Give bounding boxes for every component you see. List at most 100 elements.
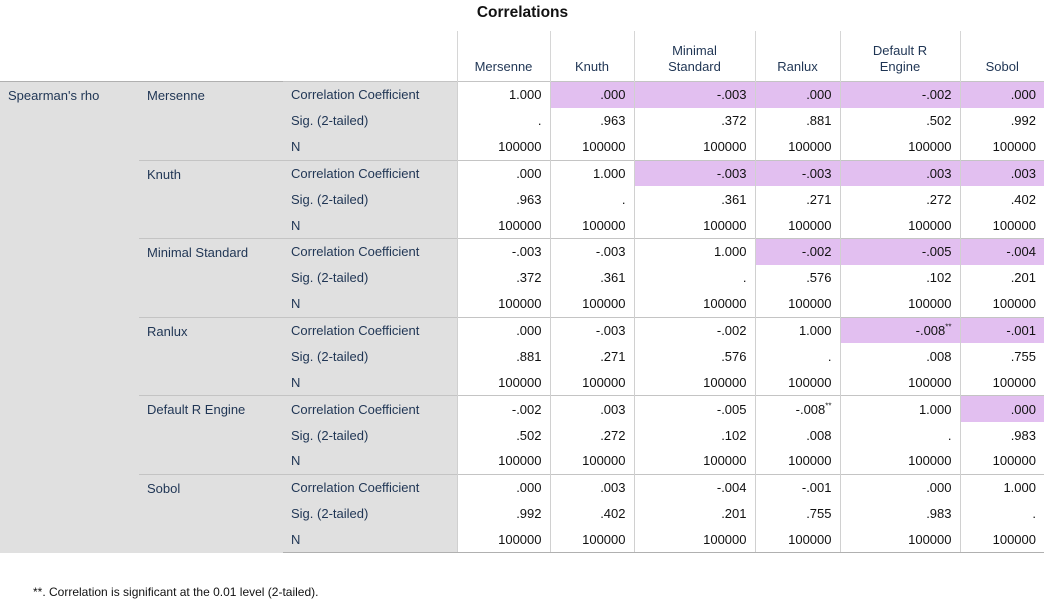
cell-value: .000 [516,480,542,496]
table-cell: .963 [549,107,634,134]
table-cell: .000 [959,395,1044,422]
table-cell: .000 [456,316,550,344]
table-row: Sig. (2-tailed) .881.271.576. .008.755 [0,343,1044,370]
table-cell: 100000 [549,526,634,554]
statistic-label: N [283,369,457,396]
statistic-label: N [283,526,457,554]
table-cell: .271 [549,343,634,370]
table-cell: 100000 [754,133,840,161]
statistic-label: Correlation Coefficient [283,316,457,344]
table-cell: 1.000 [549,159,634,187]
table-cell: .271 [754,186,840,213]
table-cell: .372 [456,264,550,291]
cell-value: -.001 [1006,323,1036,339]
table-cell: -.002 [633,316,755,344]
table-cell: . [754,343,840,370]
table-cell: -.002 [839,80,960,108]
cell-value: -.003 [716,165,747,181]
cell-value: -.008 [915,323,946,339]
table-cell: 100000 [549,369,634,396]
statistic-label: N [283,133,457,161]
statistic-label: Sig. (2-tailed) [283,186,457,213]
cell-value: .000 [926,480,952,496]
table-cell: 100000 [549,448,634,475]
table-cell: .983 [839,500,960,527]
significance-marker: ** [825,401,832,411]
table-cell: -.002 [456,395,550,422]
table-cell: 100000 [754,212,840,239]
table-row: Ranlux Correlation Coefficient .000 -.003 -.… [0,316,1044,396]
cell-value: 1.000 [713,244,747,260]
row-variable-label: Default R Engine [139,395,283,475]
table-cell: 100000 [754,369,840,396]
table-cell: .201 [633,500,755,527]
table-cell: 100000 [456,448,550,475]
table-cell: . [633,264,755,291]
cell-value: -.002 [511,401,542,417]
table-cell: 100000 [549,291,634,318]
table-title: Correlations [476,4,569,21]
table-cell: .361 [633,186,755,213]
table-cell: .755 [754,500,840,527]
table-row: N 100000 100000 100000 100000 100000 100000 [0,212,1044,239]
table-cell: .102 [633,421,755,449]
table-cell: .000 [456,473,550,501]
table-cell: 100000 [549,212,634,239]
cell-value: .000 [516,323,542,339]
column-header: Ranlux [754,31,840,82]
table-cell: .000 [549,80,634,108]
table-cell: .502 [839,107,960,134]
cell-value: -.008 [795,401,826,417]
table-cell: 100000 [959,448,1044,475]
cell-value: -.005 [716,401,747,417]
column-header-label: Ranlux [777,59,818,74]
table-cell: .992 [959,107,1044,134]
table-cell: 100000 [959,526,1044,554]
column-header-label: Sobol [985,59,1019,74]
table-cell: .272 [839,186,960,213]
table-cell: -.008** [839,316,960,344]
cell-value: 1.000 [918,401,952,417]
table-cell: .008 [839,343,960,370]
statistic-label: Sig. (2-tailed) [283,343,457,370]
table-row: Sig. (2-tailed) .992.402.201.755.983. [0,500,1044,527]
cell-value: -.003 [801,165,832,181]
table-cell: .576 [633,343,755,370]
table-cell: 100000 [633,448,755,475]
table-cell: .963 [456,186,550,213]
cell-value: .003 [600,480,626,496]
table-row: Sig. (2-tailed) .372.361. .576.102.201 [0,264,1044,291]
column-header: Minimal Standard [633,31,755,82]
table-cell: 1.000 [959,473,1044,501]
table-cell: -.001 [959,316,1044,344]
table-cell: . [549,186,634,213]
cell-value: .003 [926,165,952,181]
cell-value: 1.000 [508,87,542,103]
row-variable-label: Ranlux [139,316,283,396]
table-cell: 100000 [456,369,550,396]
cell-value: .003 [1010,165,1036,181]
table-cell: .502 [456,421,550,449]
cell-value: -.003 [595,244,626,260]
table-cell: 100000 [839,212,960,239]
statistic-label: N [283,212,457,239]
table-cell: 1.000 [633,238,755,265]
table-cell: -.005 [633,395,755,422]
table-cell: .000 [754,80,840,108]
table-cell: -.001 [754,473,840,501]
row-variable-label: Sobol [139,473,283,553]
table-cell: 100000 [959,133,1044,161]
table-cell: .402 [959,186,1044,213]
cell-value: 1.000 [798,323,832,339]
cell-value: -.003 [716,87,747,103]
header-row: Mersenne Knuth Minimal Standard Ranlux De… [0,31,1044,82]
table-cell: 100000 [839,448,960,475]
table-cell: .755 [959,343,1044,370]
column-header: Default R Engine [839,31,960,82]
table-cell: -.004 [633,473,755,501]
table-cell: 100000 [633,291,755,318]
cell-value: .000 [1010,87,1036,103]
table-cell: .003 [549,395,634,422]
table-cell: -.008** [754,395,840,422]
cell-value: .000 [516,165,542,181]
